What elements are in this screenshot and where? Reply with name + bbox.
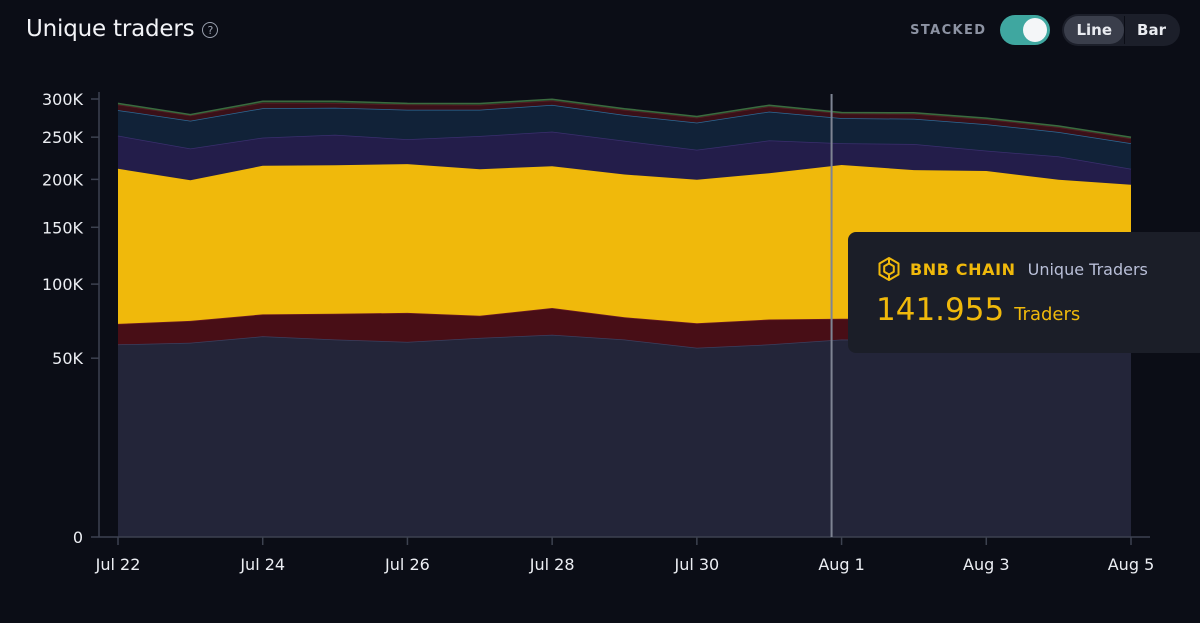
x-tick-label: Jul 30 xyxy=(673,555,719,574)
chart-header: Unique traders ? xyxy=(26,16,219,42)
chart-axes: 0 50K 100K 150K 200K 250K 300K Jul 22 Jul 24 Jul … xyxy=(42,90,1154,574)
y-tick-label: 150K xyxy=(42,218,84,237)
stacked-label: STACKED xyxy=(910,22,987,38)
y-tick-label: 250K xyxy=(42,128,84,147)
series-line-7 xyxy=(117,98,1132,139)
tooltip-unit: Traders xyxy=(1014,304,1081,325)
x-tick-label: Jul 22 xyxy=(95,555,141,574)
chart-controls: STACKED Line Bar xyxy=(910,14,1180,46)
x-tick-label: Aug 1 xyxy=(818,555,865,574)
bnb-chain-icon xyxy=(878,257,900,281)
view-switch: Line Bar xyxy=(1062,14,1180,46)
tooltip-value: 141.955 xyxy=(876,292,1005,328)
y-tick-label: 100K xyxy=(42,275,84,294)
series-area-1 xyxy=(118,334,1131,537)
toggle-knob xyxy=(1023,18,1048,42)
tooltip-chain: BNB CHAIN xyxy=(910,259,1016,279)
y-tick-label: 300K xyxy=(42,90,84,109)
series-area-5 xyxy=(118,104,1131,169)
x-tick-label: Jul 24 xyxy=(239,555,285,574)
bar-view-button[interactable]: Bar xyxy=(1137,21,1166,39)
stacked-toggle[interactable] xyxy=(1000,15,1051,45)
x-tick-label: Jul 26 xyxy=(384,555,430,574)
tooltip-metric: Unique Traders xyxy=(1027,259,1148,279)
x-tick-label: Aug 5 xyxy=(1108,555,1155,574)
chart-title: Unique traders xyxy=(26,16,195,42)
series-area-4 xyxy=(118,131,1131,185)
switch-divider xyxy=(1124,16,1126,44)
y-tick-label: 0 xyxy=(73,528,83,547)
hover-tooltip: BNB CHAIN Unique Traders 141.955 Traders xyxy=(848,232,1200,353)
y-tick-label: 50K xyxy=(52,349,83,368)
x-tick-label: Aug 3 xyxy=(963,555,1010,574)
question-circle-icon[interactable]: ? xyxy=(202,22,219,38)
y-tick-label: 200K xyxy=(42,170,84,189)
line-view-button[interactable]: Line xyxy=(1064,16,1125,44)
x-tick-label: Jul 28 xyxy=(529,555,575,574)
